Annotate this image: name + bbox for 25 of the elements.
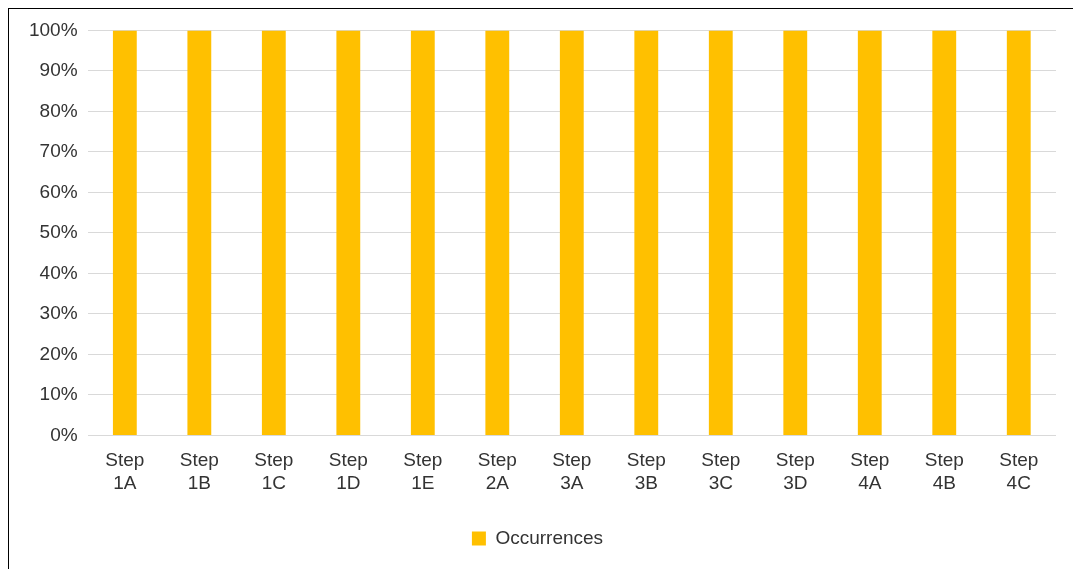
- x-tick-label: Step 3B: [626, 449, 666, 493]
- x-tick-label: Step 3C: [701, 449, 741, 493]
- x-tick-label: Step 1B: [179, 449, 219, 493]
- x-tick-label: Step 4C: [999, 449, 1039, 493]
- y-tick-label: 10%: [39, 383, 78, 405]
- y-tick-label: 50%: [39, 221, 78, 243]
- y-tick-label: 20%: [39, 342, 78, 364]
- x-tick-label: Step 1A: [105, 449, 145, 493]
- legend-label: Occurrences: [495, 526, 604, 548]
- y-tick-label: 70%: [39, 140, 78, 162]
- y-tick-label: 100%: [28, 18, 78, 40]
- x-tick-label: Step 2A: [477, 449, 517, 493]
- x-tick-label: Step 1D: [328, 449, 368, 493]
- x-tick-label: Step 3D: [775, 449, 815, 493]
- x-tick-label: Step 4A: [850, 449, 890, 493]
- x-tick-label: Step 4B: [924, 449, 964, 493]
- y-tick-label: 60%: [39, 180, 78, 202]
- y-tick-label: 90%: [39, 59, 78, 81]
- x-tick-label: Step 1E: [403, 449, 443, 493]
- y-tick-label: 40%: [39, 261, 78, 283]
- y-tick-label: 0%: [50, 423, 78, 445]
- y-tick-label: 30%: [39, 302, 78, 324]
- x-tick-label: Step 1C: [254, 449, 294, 493]
- x-tick-label: Step 3A: [552, 449, 592, 493]
- y-tick-label: 80%: [39, 99, 78, 121]
